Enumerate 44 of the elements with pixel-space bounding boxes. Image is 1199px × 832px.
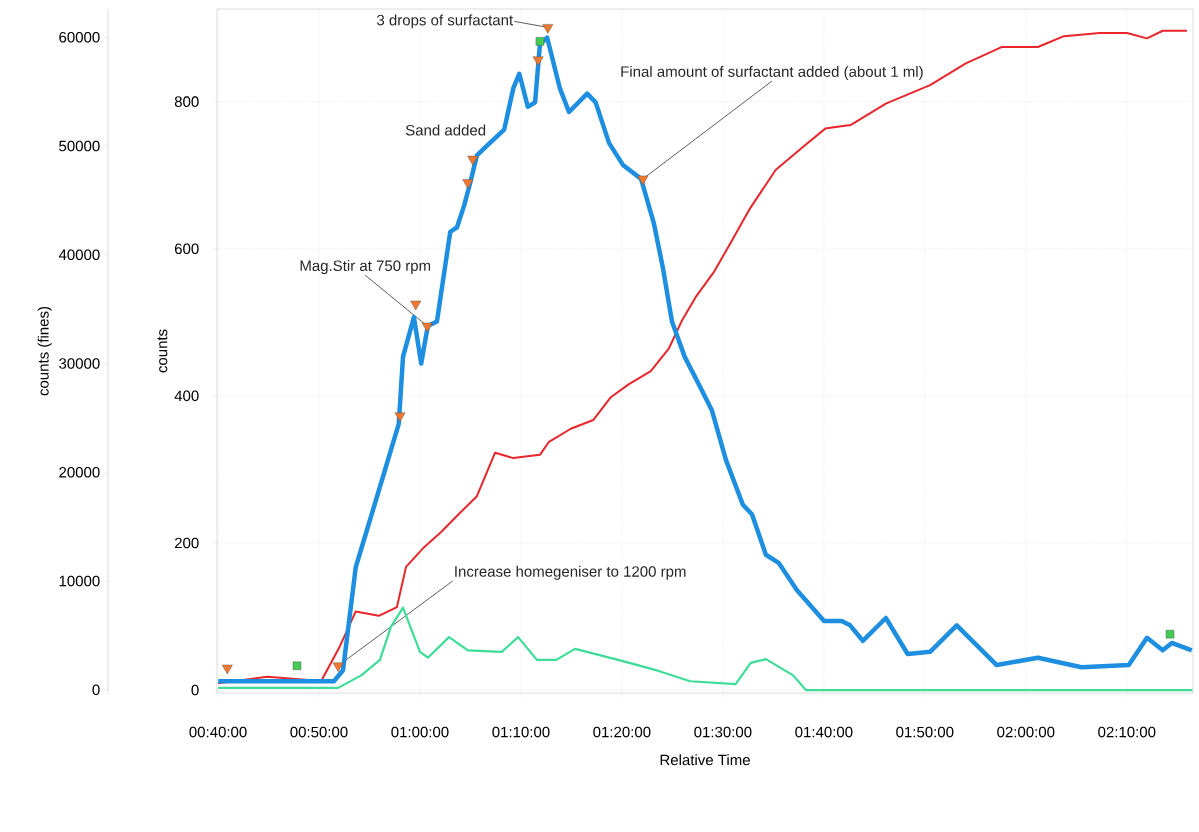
point xyxy=(221,664,233,675)
point xyxy=(394,412,406,422)
x-tick-label: 01:00:00 xyxy=(391,726,449,738)
annotation: Mag.Stir at 750 rpm xyxy=(300,259,431,274)
point xyxy=(637,175,649,186)
y2-tick-label: 60000 xyxy=(59,31,100,43)
x-tick-label: 01:40:00 xyxy=(795,726,853,738)
point xyxy=(332,662,344,672)
y-tick-label: 0 xyxy=(191,684,199,696)
point xyxy=(467,155,479,166)
line-series xyxy=(217,606,1194,692)
point xyxy=(462,179,474,189)
y-tick-label: 400 xyxy=(174,390,199,402)
x-tick-label: 01:10:00 xyxy=(492,726,550,738)
x-tick-label: 01:20:00 xyxy=(593,726,651,738)
x-tick-label: 01:30:00 xyxy=(694,726,752,738)
y-tick-label: 200 xyxy=(174,537,199,549)
point xyxy=(292,661,302,670)
y-tick-label: 800 xyxy=(174,96,199,107)
y2-axis-title: counts (fines) xyxy=(37,306,52,396)
annotation: Increase homegeniser to 1200 rpm xyxy=(455,565,686,580)
y-axis-title: counts xyxy=(157,329,168,373)
annotation: Sand added xyxy=(405,124,486,136)
x-tick-label: 00:50:00 xyxy=(290,726,348,738)
y2-tick-label: 50000 xyxy=(59,140,100,152)
y2-tick-label: 30000 xyxy=(59,358,100,369)
y2-tick-label: 20000 xyxy=(59,466,100,478)
annotation: 3 drops of surfactant xyxy=(377,14,514,29)
point xyxy=(1165,629,1175,639)
x-tick-label: 02:00:00 xyxy=(997,726,1055,738)
point xyxy=(421,322,433,333)
y2-tick-label: 40000 xyxy=(58,249,100,261)
y-tick-label: 600 xyxy=(174,243,199,255)
x-tick-label: 00:40:00 xyxy=(189,726,247,738)
x-axis-title: Relative Time xyxy=(660,754,750,766)
x-tick-label: 01:50:00 xyxy=(896,726,954,738)
point xyxy=(542,24,554,34)
point xyxy=(535,37,545,46)
y2-tick-label: 0 xyxy=(92,684,100,696)
point xyxy=(532,56,544,66)
x-tick-label: 02:10:00 xyxy=(1098,726,1156,738)
annotation: Final amount of surfactant added (about 1 ml) xyxy=(621,65,923,80)
y2-tick-label: 10000 xyxy=(59,575,100,587)
point xyxy=(410,300,422,311)
